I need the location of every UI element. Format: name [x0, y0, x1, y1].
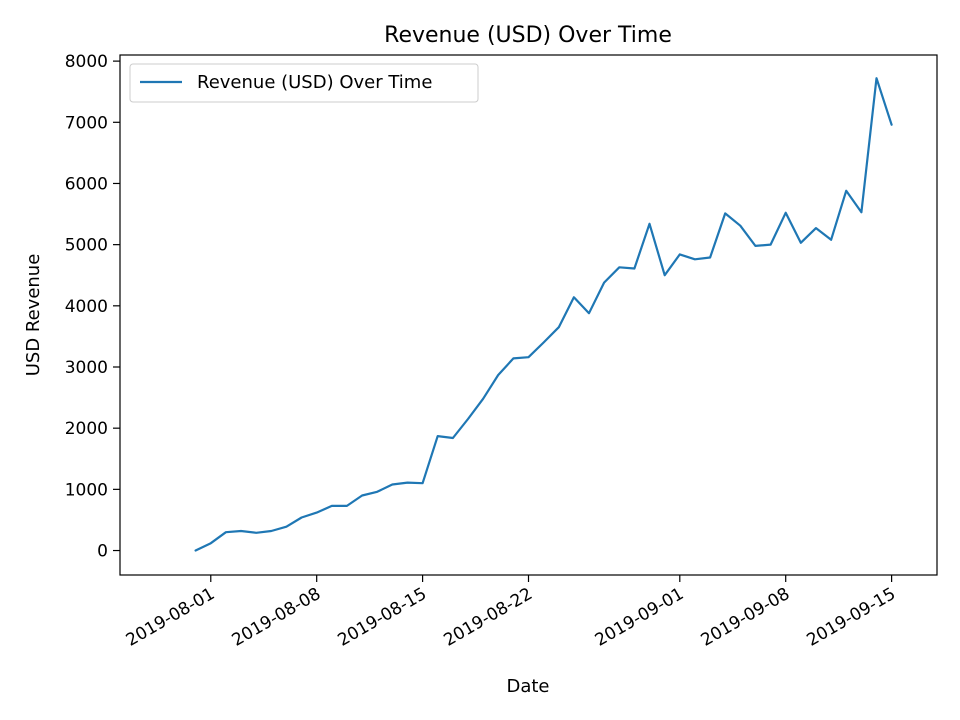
y-tick-label: 3000 [65, 358, 108, 378]
y-tick-label: 8000 [65, 52, 108, 72]
y-tick-label: 5000 [65, 236, 108, 256]
legend: Revenue (USD) Over Time [129, 63, 479, 103]
y-axis-label: USD Revenue [23, 254, 44, 377]
chart-title: Revenue (USD) Over Time [384, 23, 672, 48]
y-tick-label: 7000 [65, 113, 108, 133]
y-tick-label: 4000 [65, 297, 108, 317]
legend-box [129, 63, 479, 103]
y-tick-label: 1000 [65, 480, 108, 500]
y-tick-label: 2000 [65, 419, 108, 439]
y-axis: 0 1000 2000 3000 4000 5000 6000 7000 8000 [65, 52, 120, 562]
y-tick-label: 0 [97, 542, 108, 562]
series-layer [194, 77, 893, 552]
legend-label: Revenue (USD) Over Time [197, 72, 432, 93]
y-tick-label: 6000 [65, 174, 108, 194]
x-axis-label: Date [506, 676, 549, 697]
